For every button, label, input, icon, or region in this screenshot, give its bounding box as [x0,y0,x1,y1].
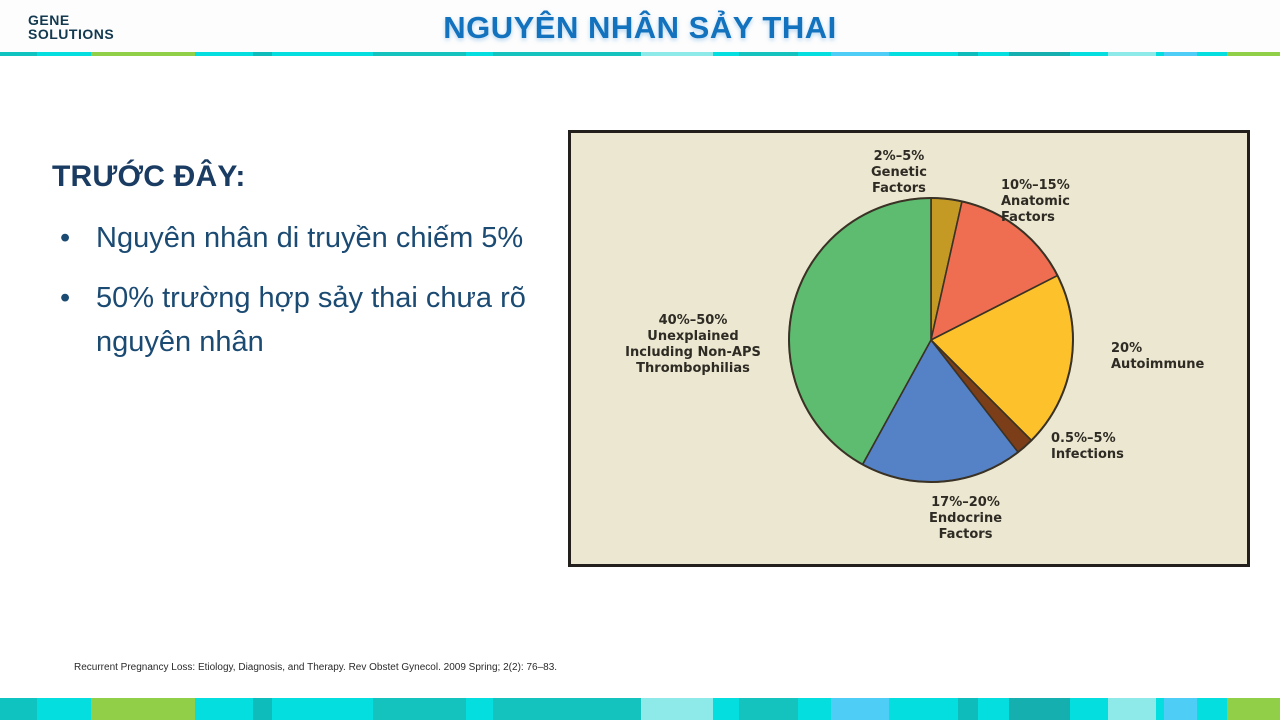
pie-label-genetic-line-2: Genetic [871,164,927,180]
decorative-bar-segment [1163,698,1197,720]
list-item: • Nguyên nhân di truyền chiếm 5% [52,216,532,260]
pie-label-endocrine-line-2: Endocrine [929,510,1003,526]
decorative-bar-bottom [0,698,1280,720]
pie-label-genetic: 2%–5% Genetic Factors [871,149,927,197]
decorative-bar-segment [889,698,959,720]
decorative-bar-segment [195,698,254,720]
decorative-bar-segment [831,698,890,720]
decorative-bar-segment [465,52,493,56]
bullet-list: • Nguyên nhân di truyền chiếm 5% • 50% t… [52,216,532,364]
decorative-bar-segment [1069,698,1108,720]
decorative-bar-segment [640,698,714,720]
pie-chart-graphic [786,195,1076,485]
pie-label-infections-line-2: Infections [1051,446,1124,462]
decorative-bar-segment [91,52,196,56]
brand-logo-line-1: GENE [28,12,70,28]
decorative-bar-segment [372,698,466,720]
pie-label-infections-line-1: 0.5%–5% [1051,431,1116,446]
decorative-bar-segment [1226,698,1280,720]
decorative-bar-segment [739,698,799,720]
decorative-bar-segment [798,52,832,56]
pie-label-endocrine: 17%–20% Endocrine Factors [929,495,1002,543]
pie-label-autoimmune-line-1: 20% [1111,341,1143,356]
decorative-bar-segment [739,52,799,56]
decorative-bar-segment [253,52,273,56]
decorative-bar-segment [91,698,196,720]
decorative-bar-segment [713,52,740,56]
left-content-block: TRƯỚC ĐÂY: • Nguyên nhân di truyền chiếm… [52,160,532,380]
decorative-bar-segment [958,698,979,720]
decorative-bar-segment [1155,52,1164,56]
decorative-bar-segment [1009,52,1070,56]
decorative-bar-segment [1107,52,1156,56]
list-item-label: 50% trường hợp sảy thai chưa rõ nguyên n… [96,282,526,359]
brand-logo: GENE SOLUTIONS [28,13,148,41]
decorative-bar-segment [978,698,1010,720]
decorative-bar-segment [640,52,714,56]
decorative-bar-segment [1069,52,1108,56]
decorative-bar-segment [978,52,1010,56]
list-item: • 50% trường hợp sảy thai chưa rõ nguyên… [52,276,532,364]
decorative-bar-segment [195,52,254,56]
pie-label-autoimmune: 20% Autoimmune [1111,341,1204,373]
decorative-bar-segment [958,52,979,56]
decorative-bar-segment [372,52,466,56]
decorative-bar-segment [1163,52,1197,56]
pie-label-anatomic-line-2: Anatomic [1001,193,1070,209]
decorative-bar-segment [1009,698,1070,720]
pie-label-unexplained-line-1: 40%–50% [658,313,728,328]
pie-label-unexplained-line-3: Including Non-APS [625,344,761,360]
decorative-bar-segment [831,52,890,56]
pie-label-unexplained-line-4: Thrombophilias [636,360,750,376]
decorative-bar-segment [713,698,740,720]
decorative-bar-segment [492,698,641,720]
decorative-bar-segment [272,52,373,56]
pie-label-anatomic-line-3: Factors [1001,209,1055,225]
bullet-marker-icon: • [60,222,71,254]
pie-label-unexplained: 40%–50% Unexplained Including Non-APS Th… [593,313,793,377]
slide-title: NGUYÊN NHÂN SẢY THAI [443,10,837,45]
pie-label-endocrine-line-1: 17%–20% [931,495,1000,510]
decorative-bar-segment [465,698,493,720]
content-heading: TRƯỚC ĐÂY: [52,160,246,193]
pie-label-infections: 0.5%–5% Infections [1051,431,1124,463]
decorative-bar-segment [798,698,832,720]
decorative-bar-segment [1196,698,1227,720]
decorative-bar-segment [272,698,373,720]
decorative-bar-segment [253,698,273,720]
list-item-label: Nguyên nhân di truyền chiếm 5% [96,222,524,254]
bullet-marker-icon: • [60,282,71,315]
decorative-bar-segment [1196,52,1227,56]
decorative-bar-segment [1226,52,1280,56]
pie-label-autoimmune-line-2: Autoimmune [1111,356,1205,372]
brand-logo-line-2: SOLUTIONS [28,26,115,42]
pie-label-unexplained-line-2: Unexplained [647,328,739,344]
pie-chart-panel: 2%–5% Genetic Factors 10%–15% Anatomic F… [568,130,1250,567]
pie-svg [788,197,1074,483]
decorative-bar-segment [492,52,641,56]
slide-header: GENE SOLUTIONS NGUYÊN NHÂN SẢY THAI [0,0,1280,56]
pie-outline [788,197,1074,483]
decorative-bar-segment [0,698,38,720]
decorative-bar-top [0,52,1280,56]
pie-label-anatomic-line-1: 10%–15% [1001,178,1070,193]
decorative-bar-segment [889,52,959,56]
decorative-bar-segment [1155,698,1164,720]
decorative-bar-segment [37,698,92,720]
pie-label-anatomic: 10%–15% Anatomic Factors [1001,178,1070,226]
pie-label-endocrine-line-3: Factors [938,526,993,542]
decorative-bar-segment [1107,698,1156,720]
decorative-bar-segment [0,52,38,56]
pie-label-genetic-line-1: 2%–5% [873,149,925,164]
pie-label-genetic-line-3: Factors [872,180,926,196]
decorative-bar-segment [37,52,92,56]
citation-text: Recurrent Pregnancy Loss: Etiology, Diag… [74,662,558,673]
